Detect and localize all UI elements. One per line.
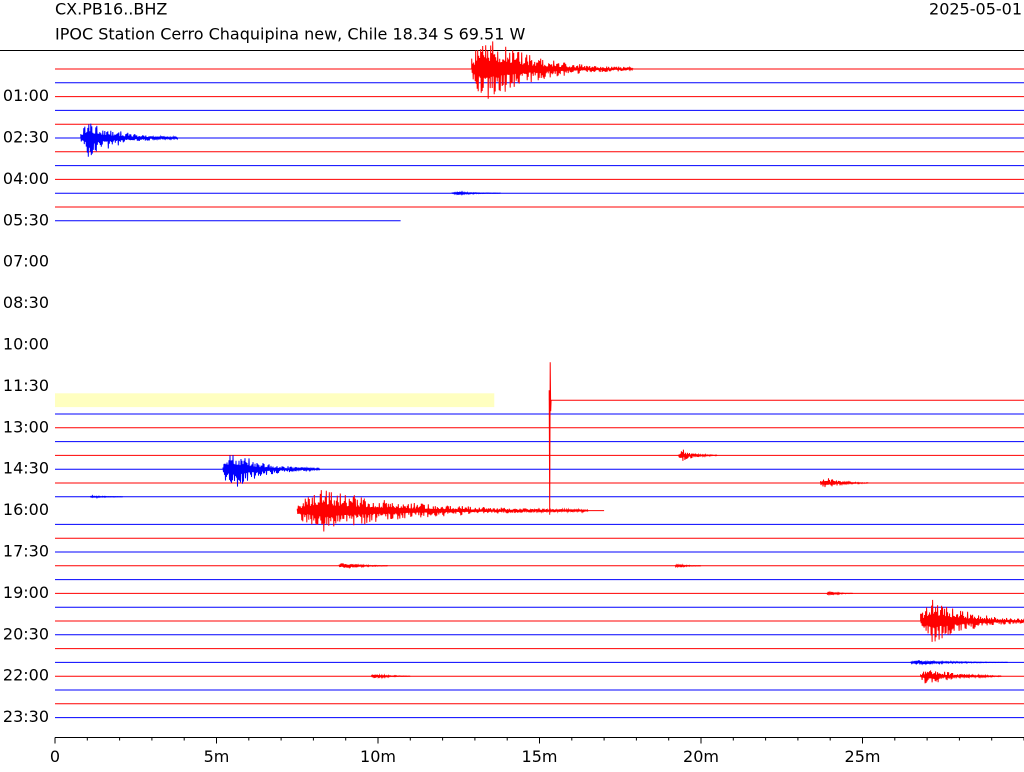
- seismic-event: [548, 362, 552, 515]
- y-tick-label: 11:30: [3, 376, 49, 395]
- x-tick-label: 20m: [683, 747, 719, 766]
- seismic-event: [338, 563, 388, 569]
- date: 2025-05-01: [929, 0, 1022, 19]
- seismic-event: [222, 454, 321, 487]
- data-gap: [55, 393, 495, 408]
- y-tick-label: 19:00: [3, 583, 49, 602]
- x-tick-label: 5m: [204, 747, 230, 766]
- y-tick-label: 04:00: [3, 169, 49, 188]
- y-tick-label: 02:30: [3, 128, 49, 147]
- seismic-event: [920, 599, 1024, 642]
- y-tick-label: 08:30: [3, 293, 49, 312]
- seismic-event: [90, 494, 123, 499]
- seismic-event: [371, 673, 411, 680]
- seismic-event: [820, 478, 870, 488]
- x-tick-label: 10m: [360, 747, 396, 766]
- chart-subtitle: IPOC Station Cerro Chaquipina new, Chile…: [55, 25, 525, 44]
- x-tick-label: 15m: [522, 747, 558, 766]
- x-tick-label: 25m: [845, 747, 881, 766]
- y-tick-label: 16:00: [3, 500, 49, 519]
- seismic-event: [677, 449, 718, 461]
- chart-title: CX.PB16..BHZ: [55, 0, 167, 19]
- y-tick-label: 20:30: [3, 624, 49, 643]
- seismic-event: [826, 590, 853, 596]
- y-tick-label: 07:00: [3, 252, 49, 271]
- seismic-event: [296, 490, 589, 532]
- y-tick-label: 05:30: [3, 210, 49, 229]
- seismic-event: [451, 190, 501, 196]
- seismic-event: [80, 123, 179, 157]
- x-tick-label: 0: [50, 747, 60, 766]
- y-tick-label: 17:30: [3, 542, 49, 561]
- y-tick-label: 23:30: [3, 707, 49, 726]
- y-tick-label: 13:00: [3, 417, 49, 436]
- y-tick-label: 22:00: [3, 666, 49, 685]
- seismic-event: [674, 563, 702, 569]
- y-tick-label: 10:00: [3, 335, 49, 354]
- seismic-event: [910, 659, 1008, 666]
- y-tick-label: 14:30: [3, 459, 49, 478]
- seismic-event: [920, 670, 1002, 684]
- seismic-event: [471, 41, 634, 99]
- y-tick-label: 01:00: [3, 86, 49, 105]
